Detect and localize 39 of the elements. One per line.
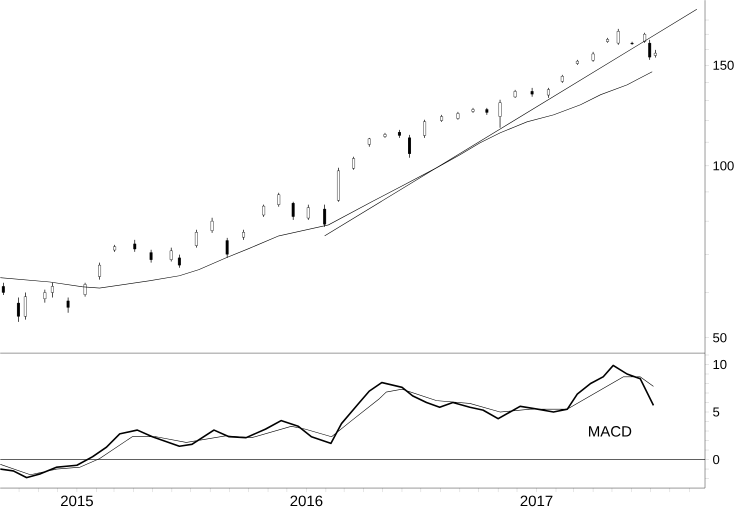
candlestick (306, 204, 310, 220)
candlestick (226, 237, 229, 258)
candlestick (133, 239, 136, 252)
candlestick (592, 52, 595, 62)
annotation: MACD (589, 426, 632, 437)
candlestick (194, 229, 198, 248)
y-tick-label: 50 (713, 333, 726, 342)
candlestick (210, 217, 214, 234)
candlestick (616, 28, 620, 46)
y-tick-label: 0 (713, 454, 720, 464)
x-tick-label: 2017 (520, 496, 552, 506)
candlestick (2, 282, 5, 296)
candlestick (242, 229, 245, 240)
candlestick (648, 39, 652, 60)
candlestick (630, 41, 634, 46)
candlestick (66, 297, 70, 314)
x-tick-label: 2016 (290, 496, 322, 506)
candlestick (408, 134, 411, 158)
candlestick (323, 204, 326, 228)
y-tick-label: 150 (714, 60, 734, 70)
y-tick-label: 5 (713, 407, 720, 417)
candlestick (98, 262, 102, 280)
y-tick-label: 100 (714, 161, 734, 170)
candlestick (43, 289, 46, 303)
candlestick (643, 32, 646, 44)
candlestick (498, 99, 502, 128)
x-tick-label: 2015 (60, 496, 93, 506)
candlestick (423, 119, 426, 138)
candlestick (547, 88, 550, 98)
y-tick-label: 10 (714, 360, 726, 370)
candlestick (352, 156, 356, 170)
candlestick (262, 204, 266, 218)
candlestick (24, 292, 27, 320)
candlestick (16, 297, 20, 322)
candlestick (178, 254, 181, 268)
candlestick (277, 192, 280, 208)
candlestick (150, 249, 153, 263)
candlestick (292, 201, 295, 220)
candlestick (170, 247, 173, 262)
